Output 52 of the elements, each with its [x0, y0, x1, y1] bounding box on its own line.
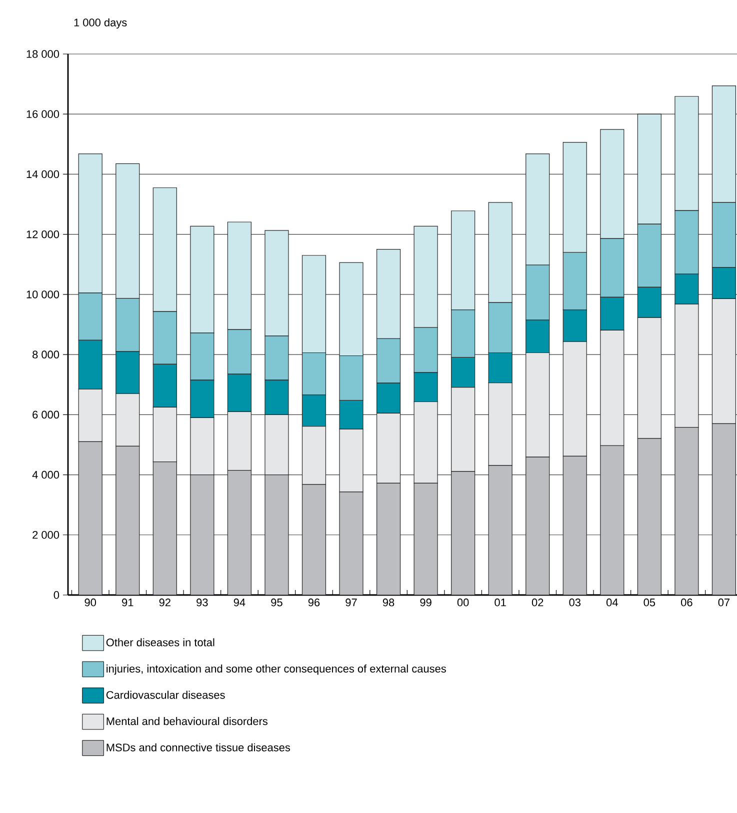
legend-label: injuries, intoxication and some other consequences of external causes — [106, 664, 446, 675]
y-tick-label: 18 000 — [26, 50, 60, 58]
bar — [264, 474, 289, 595]
x-tick-label: 91 — [122, 598, 134, 606]
legend-label: Other diseases in total — [106, 638, 214, 646]
x-tick-label: 92 — [159, 598, 170, 606]
x-tick-label: 96 — [308, 598, 320, 606]
y-tick-label: 2 000 — [32, 531, 60, 539]
x-tick-label: 99 — [420, 598, 432, 606]
y-tick-label: 8 000 — [32, 350, 60, 358]
bar — [190, 474, 214, 595]
bar — [674, 426, 699, 595]
bar — [526, 456, 550, 595]
bar — [116, 446, 140, 595]
x-tick-label: 06 — [681, 598, 692, 606]
x-tick-label: 07 — [718, 598, 730, 606]
bar — [451, 471, 476, 595]
y-tick-label: 4 000 — [32, 470, 60, 479]
y-tick-label: 12 000 — [26, 230, 60, 238]
y-axis-title: 1 000 days — [74, 18, 127, 29]
x-tick-label: 94 — [234, 598, 246, 606]
x-tick-label: 98 — [382, 598, 394, 606]
bar — [152, 462, 177, 595]
x-tick-label: 93 — [196, 598, 208, 606]
x-tick-label: 00 — [457, 598, 469, 606]
x-tick-label: 02 — [532, 598, 544, 606]
y-tick-label: 16 000 — [26, 110, 60, 118]
x-tick-label: 01 — [494, 598, 506, 606]
legend-label: Cardiovascular diseases — [106, 690, 225, 699]
y-tick-label: 0 — [54, 591, 60, 599]
bar — [637, 438, 662, 595]
y-tick-label: 10 000 — [26, 290, 60, 298]
x-tick-label: 97 — [346, 598, 357, 606]
bar — [302, 484, 326, 595]
x-tick-label: 95 — [271, 598, 282, 606]
bar — [488, 465, 512, 595]
bar — [712, 423, 736, 595]
x-tick-label: 05 — [644, 598, 656, 606]
bar — [562, 456, 587, 595]
bar — [339, 492, 364, 595]
bar — [78, 441, 102, 595]
y-tick-label: 6 000 — [32, 410, 60, 419]
bar — [376, 482, 401, 595]
bar — [414, 482, 438, 595]
bar — [227, 470, 252, 595]
y-tick-label: 14 000 — [26, 170, 60, 178]
x-tick-label: 03 — [569, 598, 580, 606]
legend-label: MSDs and connective tissue diseases — [106, 743, 290, 752]
x-tick-label: 04 — [606, 598, 618, 606]
legend-label: Mental and behavioural disorders — [106, 717, 268, 726]
x-tick-label: 90 — [84, 598, 96, 606]
bar — [600, 445, 624, 595]
